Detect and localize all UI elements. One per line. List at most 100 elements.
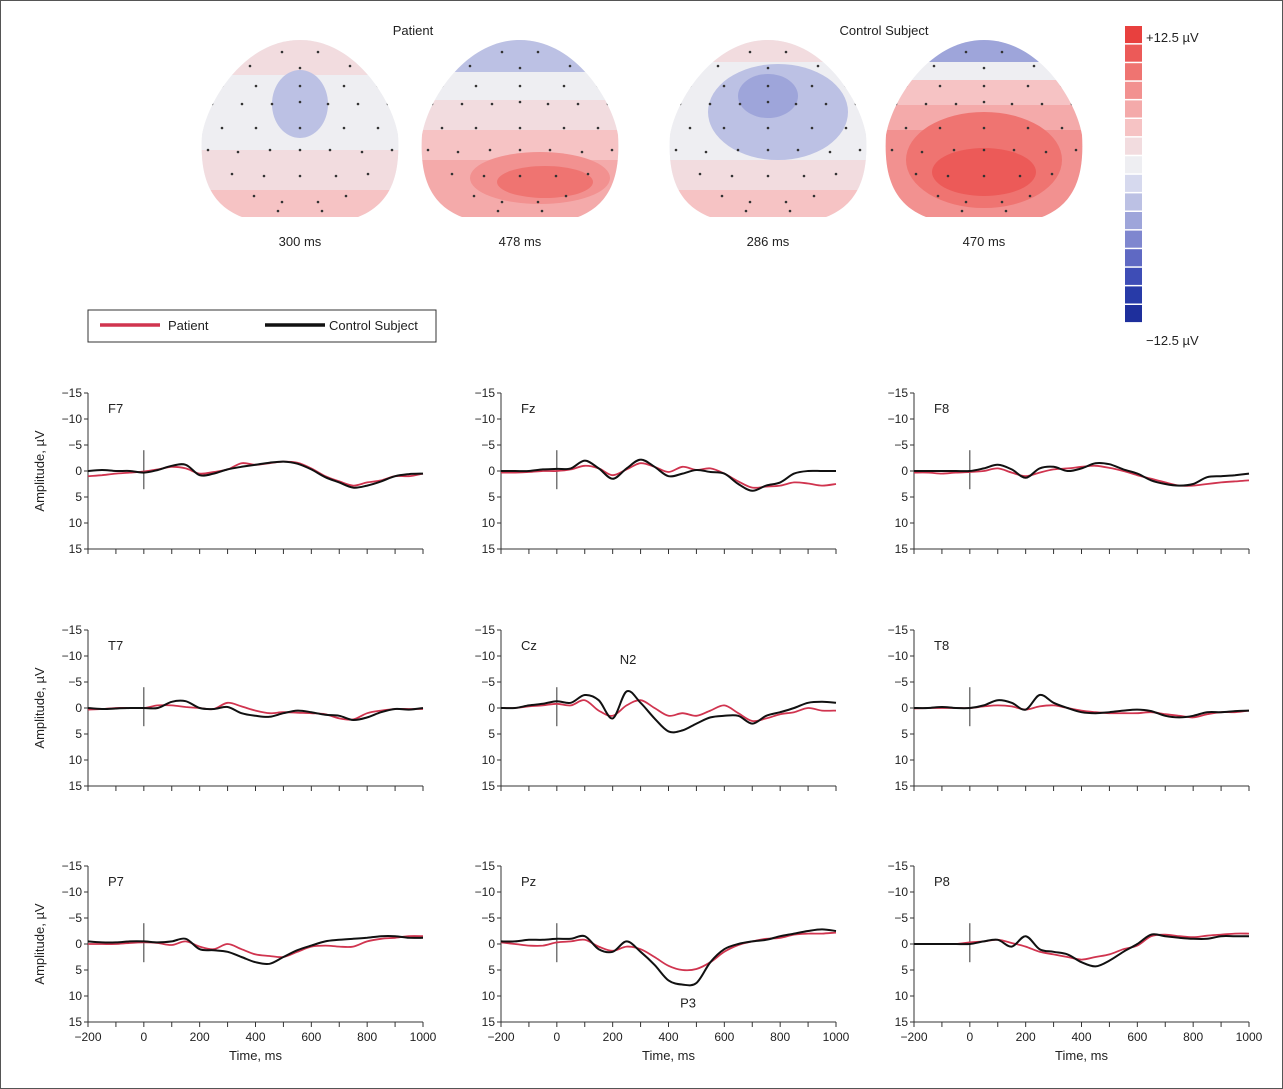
y-tick-label: 0 — [488, 701, 495, 715]
color-scale-swatch — [1125, 174, 1142, 192]
electrode-dot — [280, 200, 284, 204]
electrode-dot — [236, 150, 240, 154]
electrode-dot — [946, 174, 950, 178]
erp-panel-f7: −15 −10 −5 0 5 10 15 F7 Amplitude, µV — [32, 386, 424, 556]
electrode-dot — [320, 209, 324, 213]
electrode-dot — [1060, 126, 1064, 130]
electrode-dot — [904, 84, 908, 88]
electrode-dot — [540, 209, 544, 213]
series-line-control — [87, 699, 424, 722]
electrode-dot — [356, 102, 360, 106]
electrode-dot — [298, 174, 302, 178]
legend-control-label: Control Subject — [329, 318, 418, 333]
x-tick-label: 200 — [603, 1030, 623, 1044]
color-scale-swatch — [1125, 305, 1142, 323]
y-tick-label: 0 — [488, 464, 495, 478]
electrode-dot — [262, 174, 266, 178]
electrode-dot — [738, 102, 742, 106]
electrode-dot — [1004, 209, 1008, 213]
y-tick-label: −10 — [62, 412, 83, 426]
panel-title: Fz — [521, 401, 535, 416]
y-tick-label: 5 — [75, 963, 82, 977]
series-line-control — [501, 458, 836, 492]
electrode-dot — [784, 200, 788, 204]
electrode-dot — [344, 194, 348, 198]
electrode-dot — [678, 102, 682, 106]
x-tick-label: 200 — [190, 1030, 210, 1044]
electrode-dot — [342, 84, 346, 88]
x-tick-label: 400 — [658, 1030, 678, 1044]
electrode-dot — [1070, 102, 1074, 106]
electrode-dot — [698, 172, 702, 176]
y-tick-label: −10 — [62, 649, 83, 663]
electrode-dot — [766, 84, 770, 88]
y-tick-label: −15 — [62, 859, 83, 873]
y-tick-label: −5 — [894, 675, 908, 689]
color-scale-swatch — [1125, 119, 1142, 137]
electrode-dot — [472, 194, 476, 198]
y-tick-label: −10 — [888, 885, 909, 899]
erp-panel-p7: −15 −10 −5 0 5 10 15−200 0 200 400 600 800 1000 P7 Amp… — [32, 859, 437, 1063]
electrode-dot — [596, 126, 600, 130]
y-tick-label: −5 — [481, 438, 495, 452]
x-tick-label: 600 — [714, 1030, 734, 1044]
topomap-time-label: 286 ms — [747, 234, 790, 249]
electrode-dot — [1050, 172, 1054, 176]
electrode-dot — [904, 126, 908, 130]
electrode-dot — [982, 84, 986, 88]
legend: Patient Control Subject — [87, 309, 437, 343]
electrode-dot — [268, 148, 272, 152]
y-axis-label: Amplitude, µV — [32, 430, 47, 512]
topomap — [669, 40, 867, 217]
electrode-dot — [326, 102, 330, 106]
y-tick-label: 15 — [482, 542, 496, 556]
x-tick-label: −200 — [487, 1030, 514, 1044]
y-axis-label: Amplitude, µV — [32, 667, 47, 749]
topomap — [201, 40, 399, 217]
y-tick-label: 5 — [488, 963, 495, 977]
electrode-dot — [716, 64, 720, 68]
y-tick-label: −15 — [888, 386, 909, 400]
electrode-dot — [500, 200, 504, 204]
electrode-dot — [518, 100, 522, 104]
series-line-control — [87, 460, 424, 489]
panel-title: Cz — [521, 638, 537, 653]
electrode-dot — [316, 50, 320, 54]
electrode-dot — [316, 200, 320, 204]
topomaps: 300 ms 478 ms 286 ms 470 ms — [201, 40, 1083, 249]
electrode-dot — [206, 148, 210, 152]
electrode-dot — [474, 84, 478, 88]
topomap — [885, 40, 1083, 217]
panel-title: T8 — [934, 638, 949, 653]
electrode-dot — [270, 102, 274, 106]
x-axis-label: Time, ms — [642, 1048, 695, 1063]
electrode-dot — [298, 148, 302, 152]
y-axis-label: Amplitude, µV — [32, 903, 47, 985]
y-tick-label: −5 — [68, 911, 82, 925]
electrode-dot — [298, 66, 302, 70]
y-tick-label: −15 — [475, 859, 496, 873]
electrode-dot — [562, 126, 566, 130]
color-scale-swatch — [1125, 286, 1142, 304]
electrode-dot — [744, 209, 748, 213]
electrode-dot — [938, 84, 942, 88]
electrode-dot — [1074, 148, 1078, 152]
legend-box — [87, 309, 437, 343]
y-tick-label: 15 — [895, 542, 909, 556]
electrode-dot — [1000, 200, 1004, 204]
electrode-dot — [1010, 102, 1014, 106]
y-tick-label: 10 — [482, 516, 496, 530]
electrode-dot — [890, 148, 894, 152]
y-tick-label: 5 — [488, 727, 495, 741]
electrode-dot — [816, 64, 820, 68]
electrode-dot — [252, 194, 256, 198]
y-tick-label: −10 — [475, 885, 496, 899]
x-tick-label: 0 — [966, 1030, 973, 1044]
electrode-dot — [580, 150, 584, 154]
electrode-dot — [730, 174, 734, 178]
y-tick-label: −5 — [894, 438, 908, 452]
electrode-dot — [440, 126, 444, 130]
series-line-patient — [500, 931, 837, 972]
electrode-dot — [1012, 148, 1016, 152]
electrode-dot — [766, 148, 770, 152]
